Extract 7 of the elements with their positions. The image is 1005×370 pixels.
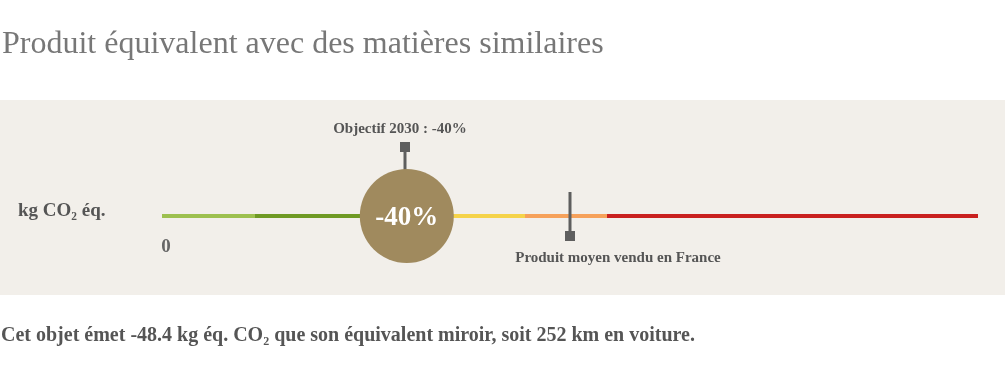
text: 0 — [161, 235, 171, 256]
text: Produit moyen vendu en France — [515, 249, 722, 265]
text: kg CO₂ éq. — [18, 199, 106, 220]
text: Cet objet émet -48.4 kg éq. CO₂ que son équivalent miroir, soit 252 km en voiture. — [1, 323, 695, 346]
data-label: -40% — [375, 201, 439, 231]
text: Produit équivalent avec des matières similaires — [2, 24, 604, 60]
text: Objectif 2030 : -40% — [333, 120, 467, 136]
